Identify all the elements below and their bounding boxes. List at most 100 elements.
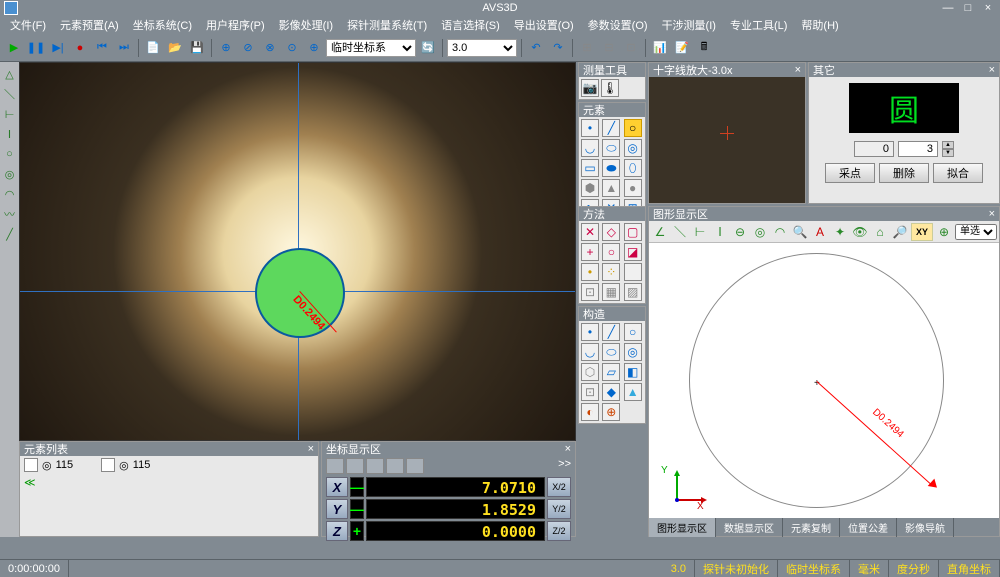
method-circle-icon[interactable]: ○ [602, 243, 620, 261]
gtool-vdim-icon[interactable]: Ⅰ [711, 223, 729, 241]
sphere-icon[interactable]: ● [624, 179, 642, 197]
tool-slash-icon[interactable]: ╱ [2, 226, 18, 242]
arc-icon[interactable]: ◡ [581, 139, 599, 157]
menu-element-preset[interactable]: 元素预置(A) [54, 15, 125, 35]
panel-close-icon[interactable]: × [795, 64, 801, 76]
prev-step-button[interactable]: ⏮ [92, 38, 112, 58]
rect-icon[interactable]: ▭ [581, 159, 599, 177]
gtool-circ-icon[interactable]: ⊖ [731, 223, 749, 241]
save-button[interactable]: 💾 [187, 38, 207, 58]
refresh-button[interactable]: 🔄 [418, 38, 438, 58]
menu-probe-system[interactable]: 探针测量系统(T) [341, 15, 433, 35]
struct-pt-icon[interactable]: • [581, 323, 599, 341]
panel-close-icon[interactable]: × [565, 443, 571, 455]
pause-button[interactable]: ❚❚ [26, 38, 46, 58]
gtool-line-icon[interactable]: ＼ [671, 223, 689, 241]
gtool-search-icon[interactable]: 🔎 [891, 223, 909, 241]
tool-dim-icon[interactable]: Ⅰ [2, 126, 18, 142]
gtool-home-icon[interactable]: ⌂ [871, 223, 889, 241]
circle-icon[interactable]: ○ [624, 119, 642, 137]
method-dot-icon[interactable]: • [581, 263, 599, 281]
tool-triangle-icon[interactable]: △ [2, 66, 18, 82]
maximize-button[interactable]: □ [960, 1, 976, 15]
method-a-icon[interactable]: ⊡ [581, 283, 599, 301]
struct-sh7-icon[interactable]: ⊕ [602, 403, 620, 421]
camera-icon[interactable]: 📷 [581, 79, 599, 97]
tool-wave-icon[interactable]: 〰 [2, 206, 18, 222]
struct-el-icon[interactable]: ⬭ [602, 343, 620, 361]
open-button[interactable]: 📂 [165, 38, 185, 58]
rslot-icon[interactable]: ⬯ [624, 159, 642, 177]
method-box-icon[interactable]: ▢ [624, 223, 642, 241]
method-plus-icon[interactable]: + [581, 243, 599, 261]
gtool-arc-icon[interactable]: ◠ [771, 223, 789, 241]
xy-button[interactable]: XY [911, 223, 933, 241]
menu-help[interactable]: 帮助(H) [795, 15, 844, 35]
struct-sh1-icon[interactable]: ▱ [602, 363, 620, 381]
play-button[interactable]: ▶ [4, 38, 24, 58]
menu-coord-system[interactable]: 坐标系统(C) [127, 15, 198, 35]
struct-ln-icon[interactable]: ╱ [602, 323, 620, 341]
slot-icon[interactable]: ⬬ [602, 159, 620, 177]
tool-line-icon[interactable]: ＼ [2, 86, 18, 102]
method-blank-icon[interactable] [624, 263, 642, 281]
align-b-button[interactable]: ⊟ [599, 38, 619, 58]
coord-tool-2[interactable] [346, 458, 364, 474]
y-half-button[interactable]: Y/2 [547, 499, 571, 519]
delete-button[interactable]: 删除 [879, 163, 929, 183]
method-diamond-icon[interactable]: ◇ [602, 223, 620, 241]
coord-a-button[interactable]: ⊕ [216, 38, 236, 58]
sample-button[interactable]: 采点 [825, 163, 875, 183]
method-x-icon[interactable]: ✕ [581, 223, 599, 241]
z-half-button[interactable]: Z/2 [547, 521, 571, 541]
coord-tool-4[interactable] [386, 458, 404, 474]
element-prev-icon[interactable]: ≪ [24, 476, 36, 489]
struct-sh3-icon[interactable]: ⊡ [581, 383, 599, 401]
minimize-button[interactable]: — [940, 1, 956, 15]
gtool-text-icon[interactable]: A [811, 223, 829, 241]
gtool-sphere-icon[interactable]: ⊕ [935, 223, 953, 241]
tab-graph[interactable]: 图形显示区 [649, 518, 716, 537]
coord-tool-3[interactable] [366, 458, 384, 474]
menu-interference[interactable]: 干涉测量(I) [656, 15, 722, 35]
coord-b-button[interactable]: ⊘ [238, 38, 258, 58]
struct-ci-icon[interactable]: ○ [624, 323, 642, 341]
gtool-eye-icon[interactable]: 👁 [851, 223, 869, 241]
method-shape-icon[interactable]: ◪ [624, 243, 642, 261]
struct-sh4-icon[interactable]: ◆ [602, 383, 620, 401]
redo-button[interactable]: ↷ [548, 38, 568, 58]
graph-area[interactable]: + D0.2494 Y X [649, 243, 999, 518]
x-half-button[interactable]: X/2 [547, 477, 571, 497]
struct-sh2-icon[interactable]: ◧ [624, 363, 642, 381]
view-mode-select[interactable]: 单选 [955, 224, 997, 240]
tool-arc-icon[interactable]: ◠ [2, 186, 18, 202]
struct-sh6-icon[interactable]: ◐ [581, 403, 599, 421]
coord-c-button[interactable]: ⊗ [260, 38, 280, 58]
menu-image-processing[interactable]: 影像处理(I) [273, 15, 339, 35]
gtool-zoom-icon[interactable]: 🔍 [791, 223, 809, 241]
panel-close-icon[interactable]: × [989, 208, 995, 220]
panel-close-icon[interactable]: × [989, 64, 995, 76]
align-a-button[interactable]: ⊞ [577, 38, 597, 58]
menu-language[interactable]: 语言选择(S) [435, 15, 506, 35]
method-dots-icon[interactable]: ⁘ [602, 263, 620, 281]
calc-button[interactable]: 🖩 [694, 38, 714, 58]
method-b-icon[interactable]: ▦ [602, 283, 620, 301]
line-icon[interactable]: ╱ [602, 119, 620, 137]
coord-tool-5[interactable] [406, 458, 424, 474]
tab-tolerance[interactable]: 位置公差 [840, 518, 897, 537]
struct-hx-icon[interactable]: ⬡ [581, 363, 599, 381]
coord-tool-1[interactable] [326, 458, 344, 474]
export-word-button[interactable]: 📝 [672, 38, 692, 58]
gtool-target-icon[interactable]: ✦ [831, 223, 849, 241]
method-c-icon[interactable]: ▨ [624, 283, 642, 301]
struct-ri-icon[interactable]: ◎ [624, 343, 642, 361]
tool-hline-icon[interactable]: ⊢ [2, 106, 18, 122]
next-step-button[interactable]: ⏭ [114, 38, 134, 58]
fit-button[interactable]: 拟合 [933, 163, 983, 183]
menu-pro-tools[interactable]: 专业工具(L) [724, 15, 793, 35]
zoom-select[interactable]: 3.0 [447, 39, 517, 57]
video-view[interactable]: D0.2494 [19, 62, 576, 441]
tab-copy[interactable]: 元素复制 [783, 518, 840, 537]
element-row[interactable]: ◎ 115 ◎ 115 [20, 456, 318, 474]
